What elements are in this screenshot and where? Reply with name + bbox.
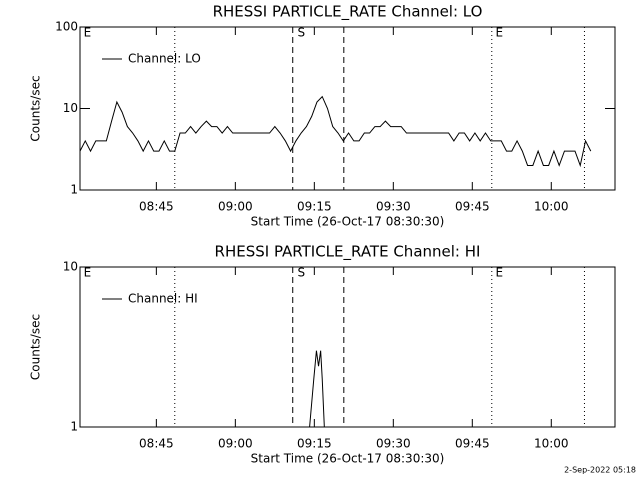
event-label: S xyxy=(297,266,305,280)
x-axis-label: Start Time (26-Oct-17 08:30:30) xyxy=(251,215,445,229)
x-tick-label: 10:00 xyxy=(534,200,569,214)
legend-label: Channel: HI xyxy=(128,292,198,306)
x-tick-label: 08:45 xyxy=(139,437,174,451)
data-line xyxy=(80,95,592,168)
event-label: E xyxy=(495,266,503,280)
x-tick-label: 09:45 xyxy=(455,200,490,214)
legend-label: Channel: LO xyxy=(128,52,201,66)
x-tick-label: 09:00 xyxy=(218,200,253,214)
x-tick-label: 09:45 xyxy=(455,437,490,451)
x-tick-label: 09:00 xyxy=(218,437,253,451)
y-tick-label: 100 xyxy=(55,20,78,34)
chart-title: RHESSI PARTICLE_RATE Channel: HI xyxy=(215,243,481,262)
y-tick-label: 10 xyxy=(63,260,78,274)
x-axis-label: Start Time (26-Oct-17 08:30:30) xyxy=(251,452,445,466)
event-label: S xyxy=(297,26,305,40)
x-tick-label: 08:45 xyxy=(139,200,174,214)
x-tick-label: 09:30 xyxy=(376,437,411,451)
y-tick-label: 1 xyxy=(70,183,78,197)
y-tick-label: 1 xyxy=(70,420,78,434)
x-tick-label: 09:30 xyxy=(376,200,411,214)
x-tick-label: 10:00 xyxy=(534,437,569,451)
event-label: E xyxy=(84,266,92,280)
x-tick-label: 09:15 xyxy=(297,200,332,214)
y-axis-label: Counts/sec xyxy=(29,314,43,380)
y-axis-label: Counts/sec xyxy=(29,75,43,141)
plot-frame xyxy=(79,266,616,428)
y-tick-label: 10 xyxy=(63,101,78,115)
data-line xyxy=(309,350,325,427)
x-tick-label: 09:15 xyxy=(297,437,332,451)
footer: 2-Sep-2022 05:18 xyxy=(564,466,636,475)
event-label: E xyxy=(84,26,92,40)
chart-title: RHESSI PARTICLE_RATE Channel: LO xyxy=(213,3,483,22)
event-label: E xyxy=(495,26,503,40)
